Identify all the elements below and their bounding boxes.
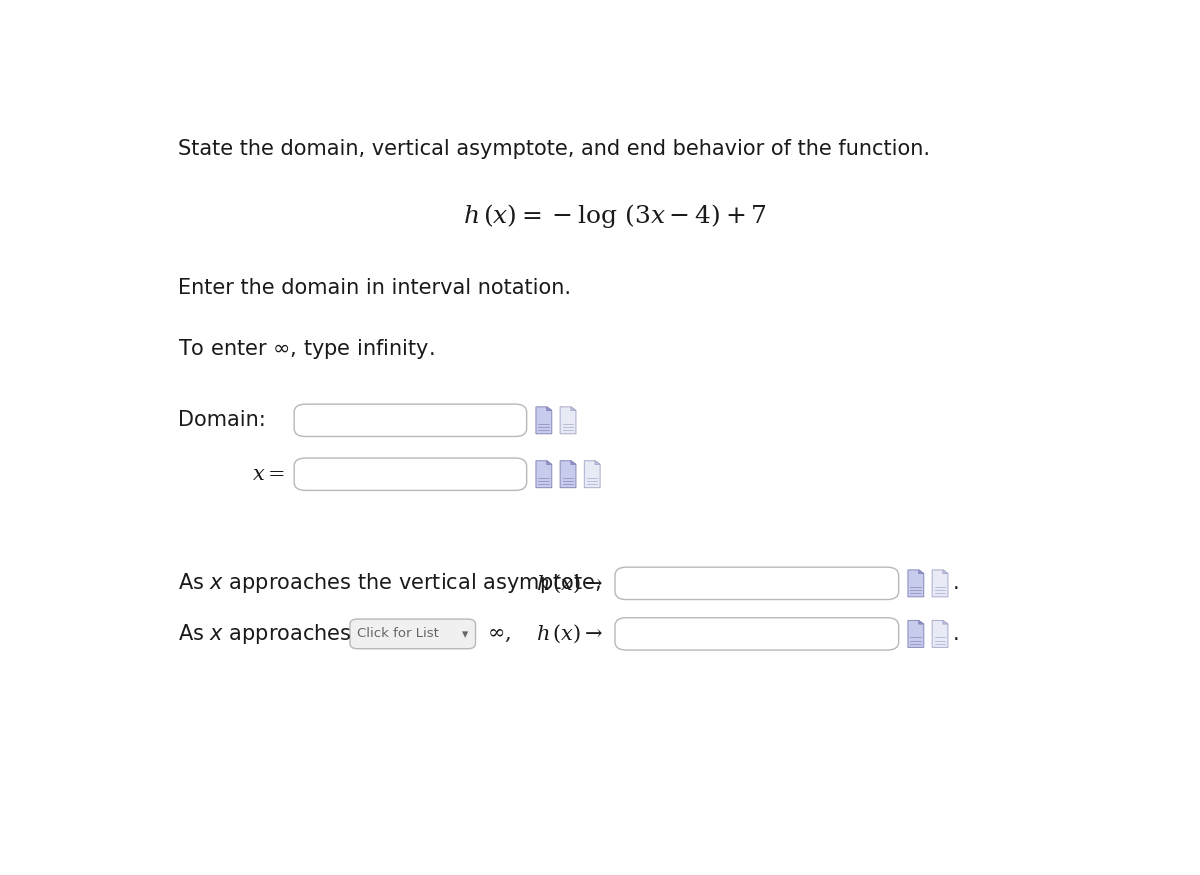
Text: .: .	[953, 573, 959, 593]
Text: .: .	[953, 624, 959, 644]
Text: As $x$ approaches: As $x$ approaches	[178, 622, 352, 646]
Polygon shape	[932, 570, 948, 597]
FancyBboxPatch shape	[294, 404, 527, 437]
FancyBboxPatch shape	[616, 618, 899, 650]
Polygon shape	[547, 461, 552, 465]
Text: Domain:: Domain:	[178, 410, 265, 430]
Polygon shape	[908, 620, 924, 648]
Text: ▾: ▾	[462, 628, 468, 641]
Polygon shape	[919, 570, 924, 573]
Polygon shape	[536, 461, 552, 487]
Text: $h\,(x) \rightarrow$: $h\,(x) \rightarrow$	[536, 572, 604, 595]
Text: $h\,(x) = -\log\,(3x - 4) + 7$: $h\,(x) = -\log\,(3x - 4) + 7$	[463, 202, 767, 230]
Text: Enter the domain in interval notation.: Enter the domain in interval notation.	[178, 278, 571, 298]
Polygon shape	[571, 407, 576, 410]
Polygon shape	[943, 620, 948, 624]
Text: State the domain, vertical asymptote, and end behavior of the function.: State the domain, vertical asymptote, an…	[178, 139, 930, 158]
Polygon shape	[571, 461, 576, 465]
Polygon shape	[595, 461, 600, 465]
FancyBboxPatch shape	[350, 620, 475, 648]
Text: As $x$ approaches the vertical asymptote,: As $x$ approaches the vertical asymptote…	[178, 571, 601, 595]
Polygon shape	[908, 570, 924, 597]
Text: To enter $\infty$, type infinity.: To enter $\infty$, type infinity.	[178, 337, 434, 360]
Polygon shape	[943, 570, 948, 573]
Polygon shape	[536, 407, 552, 434]
Polygon shape	[919, 620, 924, 624]
Polygon shape	[932, 620, 948, 648]
Text: $\infty,$: $\infty,$	[487, 624, 511, 644]
Polygon shape	[547, 407, 552, 410]
Text: $x =$: $x =$	[252, 465, 284, 484]
Text: $h\,(x) \rightarrow$: $h\,(x) \rightarrow$	[536, 623, 604, 645]
FancyBboxPatch shape	[294, 458, 527, 490]
Polygon shape	[584, 461, 600, 487]
Polygon shape	[560, 407, 576, 434]
Text: Click for List: Click for List	[356, 627, 438, 640]
Polygon shape	[560, 461, 576, 487]
FancyBboxPatch shape	[616, 567, 899, 599]
